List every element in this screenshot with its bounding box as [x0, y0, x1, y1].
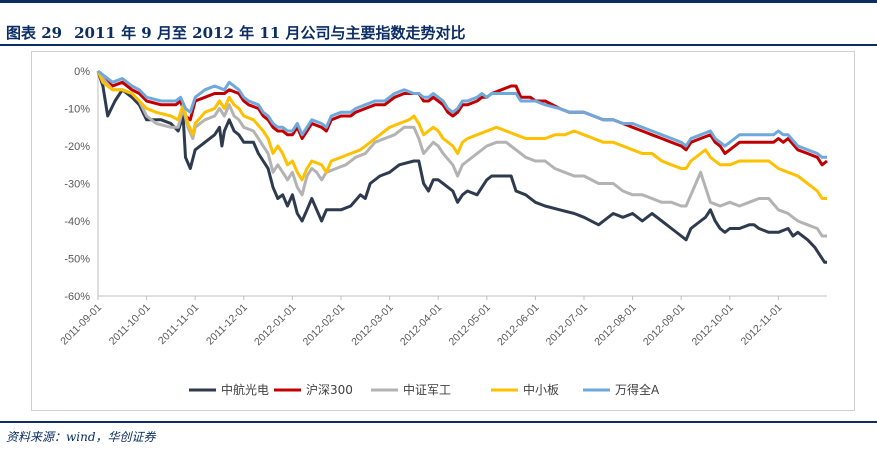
- x-tick-label: 2012-10-01: [689, 302, 736, 349]
- x-tick-label: 2011-10-01: [107, 302, 153, 348]
- legend-label: 万得全A: [615, 382, 660, 397]
- x-tick-label: 2012-08-01: [592, 302, 639, 349]
- x-tick-label: 2012-06-01: [495, 302, 542, 349]
- x-tick-label: 2012-11-01: [739, 302, 785, 348]
- y-tick-label: -30%: [64, 179, 90, 191]
- y-tick-label: -40%: [64, 216, 90, 228]
- series-line-1: [96, 70, 827, 264]
- title-rule: [0, 44, 877, 46]
- y-tick-label: -60%: [64, 291, 90, 303]
- figure-label: 图表 29: [6, 24, 63, 42]
- y-tick-label: -20%: [64, 141, 90, 153]
- series-line-2: [96, 70, 828, 167]
- x-tick-label: 2012-07-01: [544, 302, 591, 349]
- series-line-3: [96, 70, 827, 238]
- x-tick-label: 2012-02-01: [301, 302, 348, 349]
- chart-frame: 0% -10% -20% -30% -40% -50% -60% 2011-09-01 2011…: [31, 51, 855, 411]
- series-line-4: [96, 70, 827, 200]
- x-tick-label: 2011-12-01: [204, 302, 250, 348]
- source-rule: [0, 421, 877, 423]
- line-chart: 0%-10%-20%-30%-40%-50%-60%2011-09-01 2011…: [58, 66, 828, 397]
- x-tick-label: 2011-11-01: [156, 302, 201, 347]
- figure-title: 2011 年 9 月至 2012 年 11 月公司与主要指数走势对比: [74, 24, 466, 42]
- top-rule: [0, 0, 877, 3]
- x-tick-label: 2012-05-01: [446, 302, 493, 349]
- x-tick-label: 2012-03-01: [349, 302, 396, 349]
- x-tick-label: 2011-09-01: [58, 302, 104, 348]
- legend-label: 中证军工: [403, 382, 451, 397]
- y-tick-label: -50%: [64, 254, 90, 266]
- x-tick-label: 2012-04-01: [398, 302, 445, 349]
- y-tick-label: -10%: [64, 104, 90, 116]
- source-note: 资料来源：wind，华创证券: [6, 430, 156, 444]
- x-tick-label: 2012-01-01: [252, 302, 299, 349]
- y-tick-label: 0%: [74, 66, 90, 78]
- figure-header: 图表 29 2011 年 9 月至 2012 年 11 月公司与主要指数走势对比: [6, 22, 477, 43]
- legend-label: 沪深300: [306, 383, 353, 397]
- legend-label: 中航光电: [221, 382, 269, 397]
- x-tick-label: 2012-09-01: [641, 302, 688, 349]
- legend-label: 中小板: [523, 382, 559, 397]
- series-line-5: [97, 69, 827, 159]
